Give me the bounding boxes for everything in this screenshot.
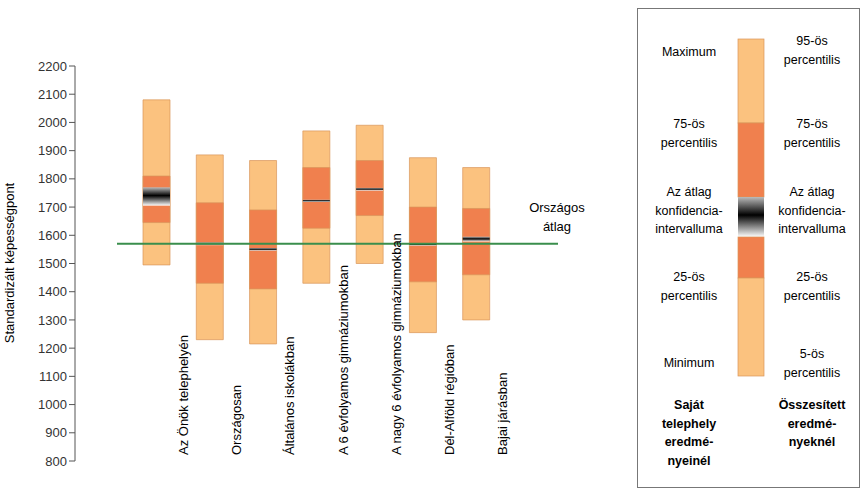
svg-text:1900: 1900 — [38, 143, 67, 158]
svg-text:25-öspercentilis: 25-öspercentilis — [661, 270, 717, 303]
svg-text:1100: 1100 — [39, 369, 67, 384]
svg-text:Összesítetteredmé-nyeknél: Összesítetteredmé-nyeknél — [779, 397, 847, 449]
svg-text:Az átlagkonfidencia-intervallu: Az átlagkonfidencia-intervalluma — [778, 185, 845, 236]
svg-text:1500: 1500 — [38, 256, 67, 271]
svg-text:A nagy 6 évfolyamos gimnáziumo: A nagy 6 évfolyamos gimnáziumokban — [389, 233, 404, 455]
svg-text:Általános iskolákban: Általános iskolákban — [282, 336, 297, 455]
svg-text:A 6 évfolyamos gimnáziumokban: A 6 évfolyamos gimnáziumokban — [336, 265, 351, 455]
svg-text:1000: 1000 — [38, 397, 67, 412]
svg-text:1400: 1400 — [38, 284, 67, 299]
svg-text:1600: 1600 — [38, 228, 67, 243]
svg-text:1700: 1700 — [38, 200, 67, 215]
svg-text:1200: 1200 — [38, 341, 67, 356]
svg-text:5-öspercentilis: 5-öspercentilis — [784, 347, 840, 380]
svg-text:Dél-Alföld régióban: Dél-Alföld régióban — [442, 344, 457, 455]
svg-text:Minimum: Minimum — [664, 356, 715, 370]
svg-text:1800: 1800 — [38, 171, 67, 186]
svg-text:Az átlagkonfidencia-intervallu: Az átlagkonfidencia-intervalluma — [655, 185, 722, 236]
svg-text:Maximum: Maximum — [662, 45, 716, 59]
svg-text:2200: 2200 — [38, 59, 67, 74]
svg-text:Sajáttelephelyeredmé-nyeinél: Sajáttelephelyeredmé-nyeinél — [662, 398, 716, 468]
svg-text:900: 900 — [45, 425, 67, 440]
svg-text:Bajai járásban: Bajai járásban — [495, 373, 510, 455]
svg-text:75-öspercentilis: 75-öspercentilis — [784, 117, 840, 150]
svg-text:1300: 1300 — [38, 313, 67, 328]
svg-text:800: 800 — [45, 454, 67, 469]
svg-text:95-öspercentilis: 95-öspercentilis — [784, 34, 840, 67]
svg-text:Az Önök telephelyén: Az Önök telephelyén — [176, 335, 191, 455]
svg-text:75-öspercentilis: 75-öspercentilis — [661, 117, 717, 150]
svg-text:Országosátlag: Országosátlag — [529, 200, 585, 234]
svg-text:Standardizált képességpont: Standardizált képességpont — [8, 182, 17, 343]
svg-text:25-öspercentilis: 25-öspercentilis — [784, 270, 840, 303]
svg-text:Országosan: Országosan — [229, 385, 244, 455]
svg-text:2100: 2100 — [38, 87, 67, 102]
svg-text:2000: 2000 — [38, 115, 67, 130]
